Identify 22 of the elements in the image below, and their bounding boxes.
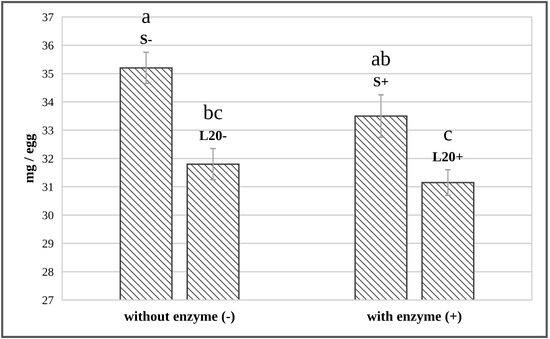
data-label: L20+ <box>432 152 463 162</box>
y-tick-label: 29 <box>42 240 54 248</box>
y-tick-label: 35 <box>42 70 54 78</box>
y-tick-label: 34 <box>42 98 54 106</box>
y-tick-label: 33 <box>42 126 54 134</box>
annotation: bc <box>203 104 222 120</box>
annotation: c <box>444 130 452 141</box>
y-tick-label: 31 <box>42 183 54 191</box>
y-tick-label: 37 <box>42 13 54 22</box>
data-label: S+ <box>374 77 388 86</box>
y-tick-label: 32 <box>42 154 54 163</box>
y-tick-label: 27 <box>42 296 54 304</box>
data-label: S- <box>140 34 152 44</box>
y-tick-label: 28 <box>42 268 54 276</box>
data-label: L20- <box>199 130 226 140</box>
x-tick-label: with enzyme (+) <box>366 311 462 324</box>
annotation: ab <box>372 50 390 66</box>
y-tick-label: 30 <box>42 211 54 220</box>
annotation: a <box>142 13 150 24</box>
y-tick-label: 36 <box>42 42 54 50</box>
y-axis-title: mg / egg <box>24 134 36 183</box>
x-tick-label: without enzyme (-) <box>124 311 235 324</box>
